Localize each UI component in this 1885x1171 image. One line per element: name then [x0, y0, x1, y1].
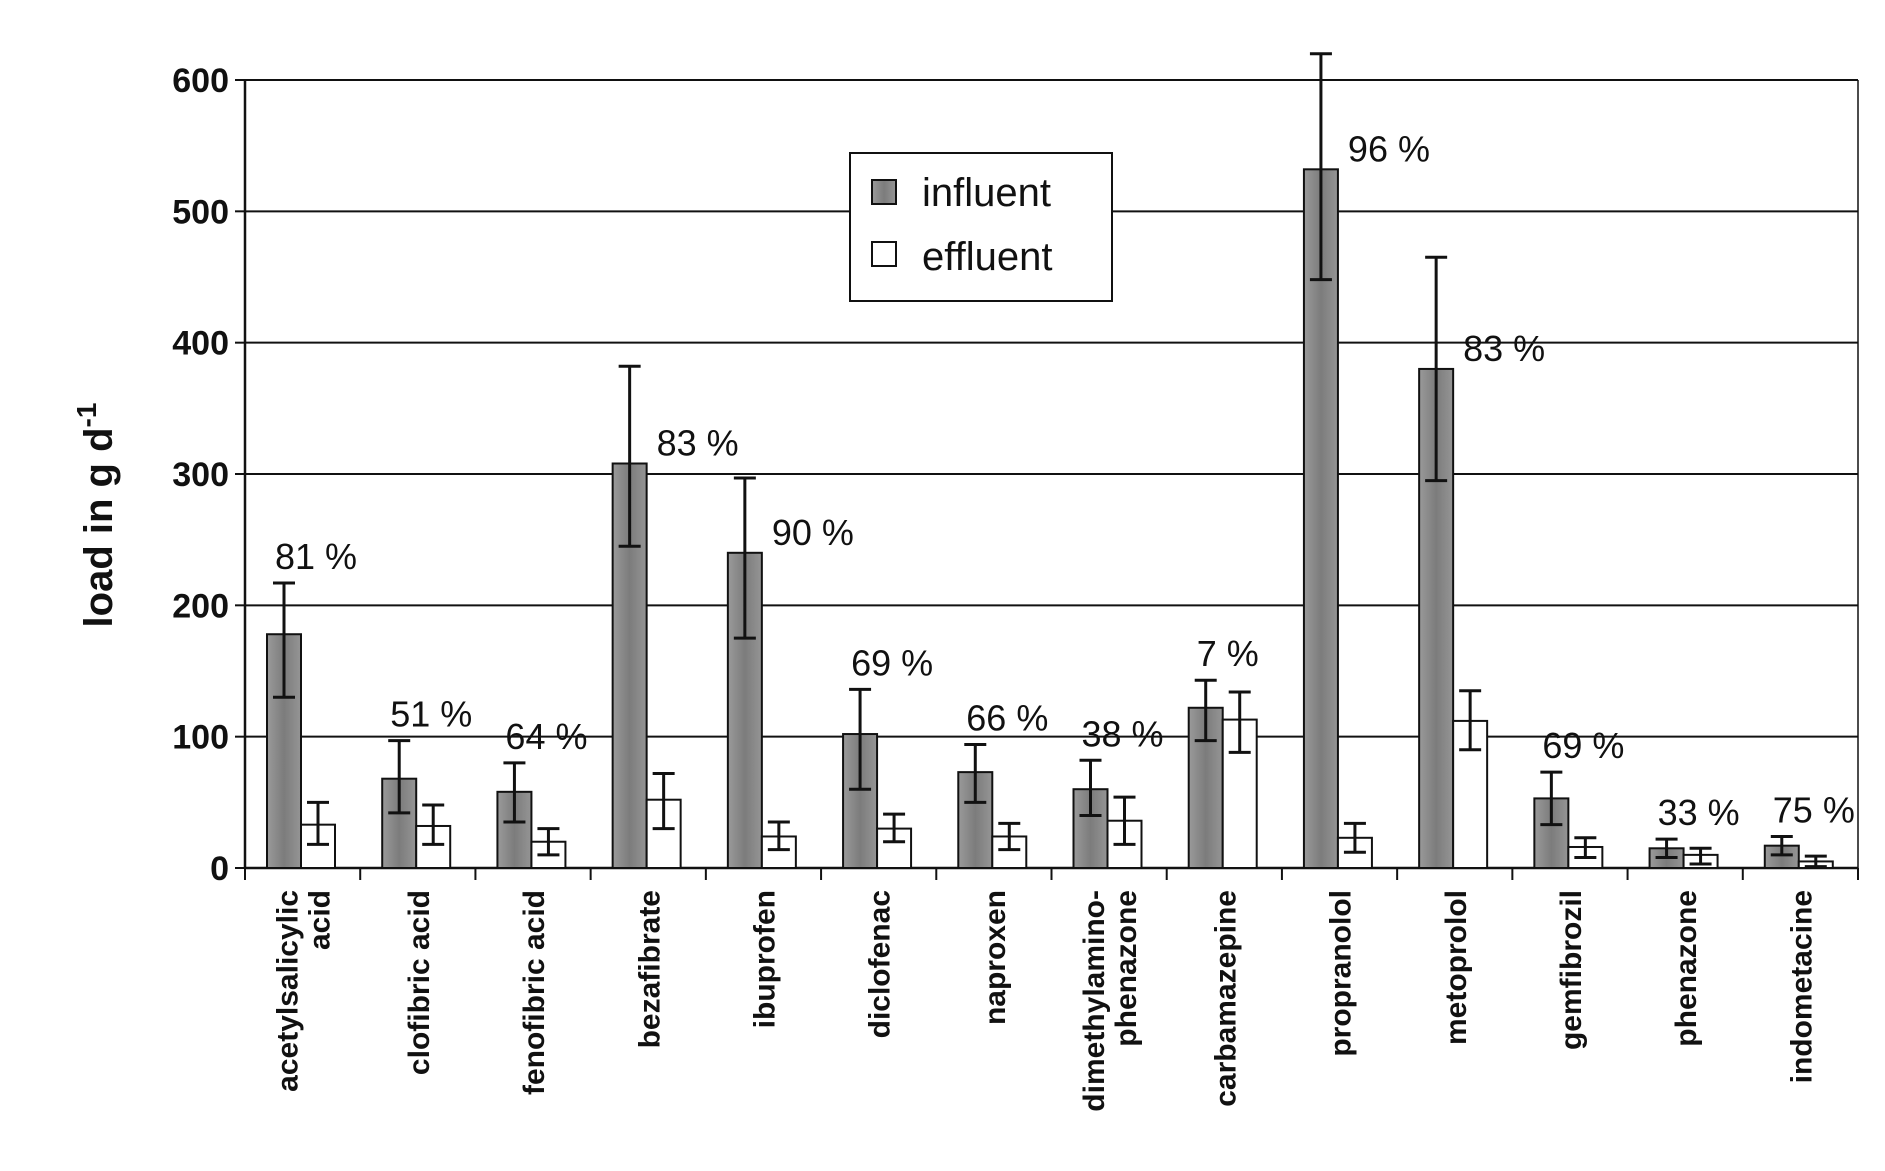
error-bar-influent	[1655, 837, 1678, 859]
error-bar-influent	[1540, 770, 1563, 827]
removal-percentage-label: 96 %	[1348, 128, 1430, 169]
y-tick-label: 400	[172, 325, 229, 363]
x-category-label-line: carbamazepine	[1209, 890, 1242, 1107]
removal-percentage-label: 51 %	[390, 694, 472, 735]
legend-box	[849, 152, 1113, 302]
x-category-label: acetylsalicylicacid	[272, 890, 337, 1092]
error-bar-influent	[733, 476, 756, 640]
x-category-label: propranolol	[1325, 890, 1358, 1057]
error-bar-effluent	[1459, 689, 1482, 752]
x-category-label-line: bezafibrate	[633, 890, 666, 1048]
error-bar-influent	[849, 687, 872, 791]
error-bar-influent	[503, 761, 526, 824]
x-category-label-line: phenazone	[1110, 890, 1143, 1047]
error-bar-influent	[1309, 52, 1332, 282]
removal-percentage-label: 90 %	[772, 512, 854, 553]
bar-influent	[1302, 168, 1339, 870]
x-category-label-line: gemfibrozil	[1555, 890, 1588, 1050]
bars	[266, 52, 1834, 870]
x-category-label: diclofenac	[864, 890, 897, 1038]
error-bar-effluent	[883, 812, 906, 844]
removal-percentage-label: 38 %	[1082, 713, 1164, 754]
removal-percentage-label: 64 %	[505, 716, 587, 757]
x-category-label-line: diclofenac	[864, 890, 897, 1038]
x-category-label-line: clofibric acid	[403, 890, 436, 1075]
x-category-label: phenazone	[1670, 890, 1703, 1047]
removal-percentage-label: 83 %	[657, 422, 739, 463]
x-category-label-line: naproxen	[979, 890, 1012, 1025]
x-category-label-line: acetylsalicylic	[272, 890, 305, 1092]
error-bar-influent	[1770, 834, 1793, 857]
error-bar-effluent	[1804, 854, 1827, 869]
labels: 0 100 200 300 400 500 600 81 % acetylsalicylicac…	[172, 62, 1855, 1112]
error-bar-effluent	[1228, 690, 1251, 754]
removal-percentage-label: 81 %	[275, 536, 357, 577]
error-bar-effluent	[1689, 846, 1712, 866]
x-category-label-line: fenofibric acid	[518, 890, 551, 1095]
x-category-label-line: propranolol	[1325, 890, 1358, 1057]
x-category-label-line: ibuprofen	[748, 890, 781, 1028]
error-bar-influent	[273, 581, 295, 699]
error-bar-influent	[1079, 758, 1102, 817]
removal-percentage-label: 33 %	[1658, 792, 1740, 833]
x-category-label: indometacine	[1785, 890, 1818, 1083]
error-bar-influent	[964, 743, 987, 804]
x-category-label: naproxen	[979, 890, 1012, 1025]
y-tick-label: 300	[172, 456, 229, 494]
legend-label-effluent: effluent	[922, 235, 1053, 279]
error-bar-effluent	[307, 800, 329, 846]
y-tick-label: 600	[172, 62, 229, 100]
x-category-label: gemfibrozil	[1555, 890, 1588, 1050]
y-tick-label: 200	[172, 587, 229, 625]
y-axis-label-superscript: -1	[71, 403, 102, 428]
legend-swatch-effluent	[871, 241, 897, 267]
x-category-label-line: metoprolol	[1440, 890, 1473, 1045]
error-bar-effluent	[1574, 836, 1597, 859]
x-category-label: ibuprofen	[748, 890, 781, 1028]
error-bar-influent	[388, 739, 411, 815]
legend: influent effluent	[849, 152, 1113, 302]
removal-percentage-label: 69 %	[1542, 725, 1624, 766]
x-category-label: bezafibrate	[633, 890, 666, 1048]
x-category-label: clofibric acid	[403, 890, 436, 1075]
y-tick-label: 100	[172, 719, 229, 757]
y-axis-label: load in g d-1	[71, 403, 121, 628]
removal-percentage-label: 83 %	[1463, 328, 1545, 369]
x-category-label-line: phenazone	[1670, 890, 1703, 1047]
error-bar-influent	[1425, 255, 1448, 483]
x-category-label-line: indometacine	[1785, 890, 1818, 1083]
x-category-label: dimethylamino-phenazone	[1078, 890, 1143, 1112]
removal-percentage-label: 66 %	[966, 698, 1048, 739]
y-tick-label: 0	[210, 850, 229, 888]
error-bar-effluent	[767, 820, 790, 852]
error-bar-influent	[1194, 678, 1217, 743]
x-category-label-line: dimethylamino-	[1078, 890, 1111, 1112]
removal-percentage-label: 7 %	[1197, 633, 1259, 674]
error-bar-effluent	[652, 771, 675, 831]
y-axis-label-text: load in g d	[77, 427, 121, 627]
x-category-label: fenofibric acid	[518, 890, 551, 1095]
x-category-label: metoprolol	[1440, 890, 1473, 1045]
x-category-label: carbamazepine	[1209, 890, 1242, 1107]
error-bar-effluent	[1113, 795, 1136, 846]
error-bar-influent	[618, 364, 641, 548]
error-bar-effluent	[998, 821, 1021, 852]
error-bar-effluent	[422, 803, 445, 846]
removal-percentage-label: 75 %	[1773, 789, 1855, 830]
legend-swatch-influent	[871, 179, 897, 205]
legend-label-influent: influent	[922, 171, 1051, 215]
removal-percentage-label: 69 %	[851, 642, 933, 683]
x-category-label-line: acid	[304, 890, 337, 950]
y-tick-label: 500	[172, 193, 229, 231]
error-bar-effluent	[1343, 821, 1366, 854]
error-bar-effluent	[537, 827, 560, 857]
